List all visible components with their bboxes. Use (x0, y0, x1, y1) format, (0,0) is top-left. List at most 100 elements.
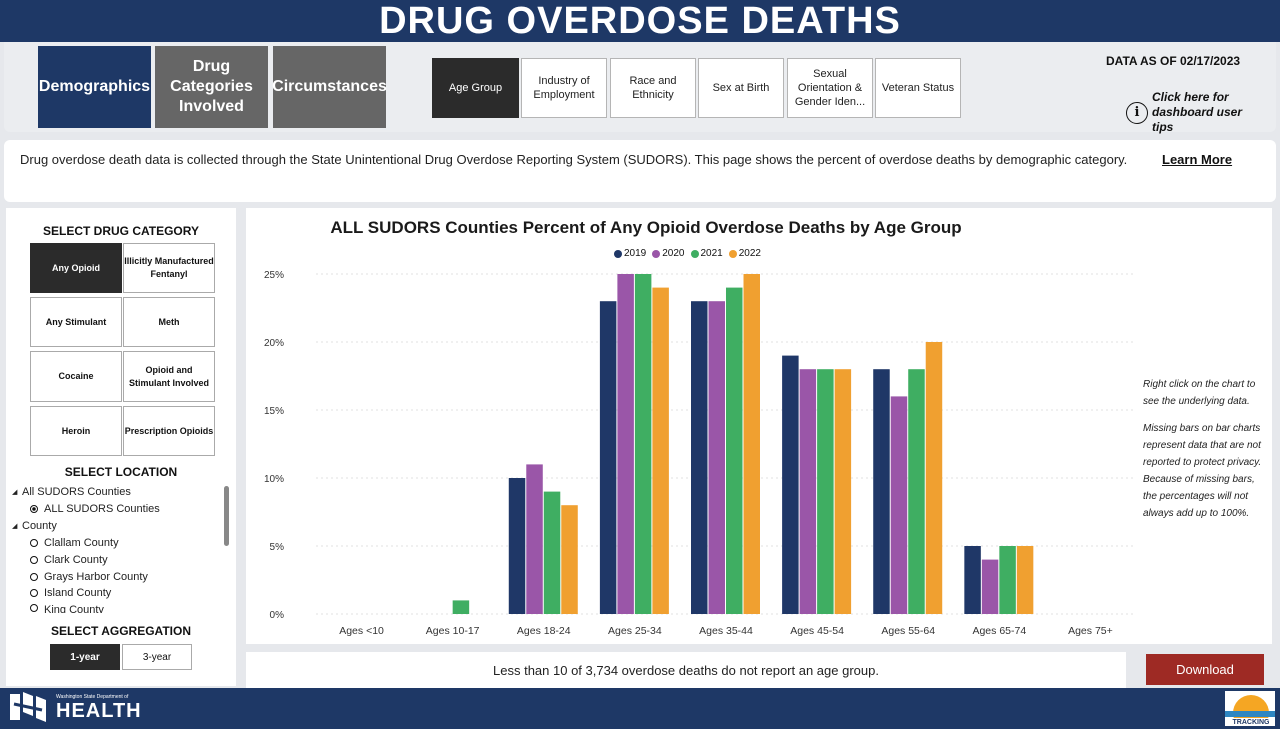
drug-btn-meth[interactable]: Meth (123, 297, 215, 347)
bar[interactable] (925, 342, 943, 614)
legend-label: 2019 (624, 248, 647, 259)
legend-item: 2021 (690, 248, 723, 259)
bar[interactable] (508, 478, 526, 614)
location-label: ALL SUDORS Counties (44, 503, 160, 515)
x-tick-label: Ages <10 (339, 625, 384, 637)
location-group-all[interactable]: ◢ All SUDORS Counties (12, 486, 131, 498)
tab-industry[interactable]: Industry of Employment (521, 58, 607, 118)
nav-panel: Demographics Drug Categories Involved Ci… (4, 42, 1276, 132)
location-label: Clark County (44, 554, 108, 566)
location-heading: SELECT LOCATION (64, 465, 178, 479)
doh-logo[interactable]: Washington State Department of HEALTH (6, 690, 142, 726)
bar[interactable] (964, 546, 981, 614)
drug-btn-heroin[interactable]: Heroin (30, 406, 122, 456)
chart-side-note: Right click on the chart to see the unde… (1143, 376, 1263, 522)
x-tick-label: Ages 18-24 (517, 625, 571, 637)
download-button[interactable]: Download (1146, 654, 1264, 685)
tracking-logo[interactable]: TRACKING (1224, 690, 1276, 727)
location-label: All SUDORS Counties (22, 486, 131, 498)
radio-icon (30, 556, 38, 564)
radio-icon (30, 539, 38, 547)
location-option-clark[interactable]: Clark County (30, 554, 108, 566)
drug-btn-cocaine[interactable]: Cocaine (30, 351, 122, 402)
x-tick-label: Ages 75+ (1068, 625, 1113, 637)
drug-btn-prescription-opioids[interactable]: Prescription Opioids (123, 406, 215, 456)
drug-btn-any-opioid[interactable]: Any Opioid (30, 243, 122, 293)
legend-item: 2019 (614, 248, 646, 259)
user-tips-label: Click here for dashboard user tips (1152, 90, 1243, 134)
legend-item: 2020 (652, 248, 685, 259)
section-circumstances[interactable]: Circumstances (272, 46, 387, 128)
y-tick-label: 25% (264, 270, 284, 281)
bar[interactable] (999, 546, 1016, 614)
y-tick-label: 15% (264, 406, 284, 417)
location-group-county[interactable]: ◢ County (12, 520, 57, 532)
bar[interactable] (617, 274, 634, 614)
doh-logo-mark-icon (10, 692, 46, 722)
info-icon: i (1126, 101, 1148, 124)
bar[interactable] (691, 301, 708, 614)
location-option-island[interactable]: Island County (30, 587, 111, 599)
bar[interactable] (1016, 546, 1034, 614)
bar[interactable] (890, 396, 908, 614)
section-drug-categories[interactable]: Drug Categories Involved (155, 46, 268, 128)
section-demographics[interactable]: Demographics (38, 46, 151, 128)
bar[interactable] (799, 369, 817, 614)
location-option-clallam[interactable]: Clallam County (30, 537, 119, 549)
chart-legend: 2019 2020 2021 2022 (614, 248, 761, 259)
tab-sex-at-birth[interactable]: Sex at Birth (698, 58, 784, 118)
bar[interactable] (782, 355, 799, 614)
x-tick-label: Ages 35-44 (699, 625, 753, 637)
location-option-king[interactable]: King County (30, 604, 104, 613)
user-tips-link[interactable]: i Click here for dashboard user tips (1126, 90, 1266, 135)
location-label: King County (44, 604, 104, 613)
bar[interactable] (817, 369, 834, 614)
bar[interactable] (726, 287, 743, 614)
bar[interactable] (981, 559, 999, 614)
bar[interactable] (543, 491, 561, 614)
location-scrollbar[interactable] (224, 486, 229, 546)
drug-category-heading: SELECT DRUG CATEGORY (42, 224, 199, 238)
bar[interactable] (452, 600, 470, 614)
tab-veteran-status[interactable]: Veteran Status (875, 58, 961, 118)
legend-dot (690, 249, 699, 258)
drug-btn-any-stimulant[interactable]: Any Stimulant (30, 297, 122, 347)
location-option-all-sudors[interactable]: ALL SUDORS Counties (30, 503, 160, 515)
data-as-of: DATA AS OF 02/17/2023 (1106, 54, 1241, 68)
agg-btn-1-year[interactable]: 1-year (50, 644, 120, 670)
bar[interactable] (834, 369, 852, 614)
title-bar: DRUG OVERDOSE DEATHS (0, 0, 1280, 42)
learn-more-link[interactable]: Learn More (1162, 152, 1233, 167)
tab-age-group[interactable]: Age Group (432, 58, 519, 118)
y-tick-label: 20% (264, 338, 284, 349)
x-tick-label: Ages 65-74 (972, 625, 1026, 637)
bar[interactable] (652, 287, 669, 614)
caret-down-icon: ◢ (12, 489, 18, 496)
bar[interactable] (526, 464, 543, 614)
chart-panel[interactable]: ALL SUDORS Counties Percent of Any Opioi… (246, 208, 1272, 644)
drug-btn-opioid-stimulant[interactable]: Opioid and Stimulant Involved (123, 351, 215, 402)
x-tick-label: Ages 55-64 (881, 625, 935, 637)
location-label: County (22, 520, 57, 532)
footer: Washington State Department of HEALTH TR… (0, 688, 1280, 729)
bar[interactable] (908, 369, 925, 614)
tab-sexual-orientation[interactable]: Sexual Orientation & Gender Iden... (787, 58, 873, 118)
location-label: Clallam County (44, 537, 119, 549)
location-option-grays-harbor[interactable]: Grays Harbor County (30, 571, 148, 583)
filter-panel: SELECT DRUG CATEGORY Any Opioid Illicitl… (6, 208, 236, 686)
side-note-right-click: Right click on the chart to see the unde… (1143, 379, 1256, 407)
bar[interactable] (599, 301, 617, 614)
radio-icon (30, 589, 38, 597)
bar[interactable] (634, 274, 652, 614)
drug-btn-fentanyl[interactable]: Illicitly Manufactured Fentanyl (123, 243, 215, 293)
bar[interactable] (708, 301, 726, 614)
bar[interactable] (743, 274, 761, 614)
bar[interactable] (873, 369, 890, 614)
y-tick-label: 10% (264, 474, 284, 485)
tab-race-ethnicity[interactable]: Race and Ethnicity (610, 58, 696, 118)
radio-icon (30, 573, 38, 581)
agg-btn-3-year[interactable]: 3-year (122, 644, 192, 670)
legend-dot (614, 249, 622, 258)
bar[interactable] (561, 505, 578, 614)
bar-chart[interactable]: 0% 5% 10% 15% 20% 25% Ages <10 Ages 10-17 Ages 1… (246, 208, 1272, 644)
